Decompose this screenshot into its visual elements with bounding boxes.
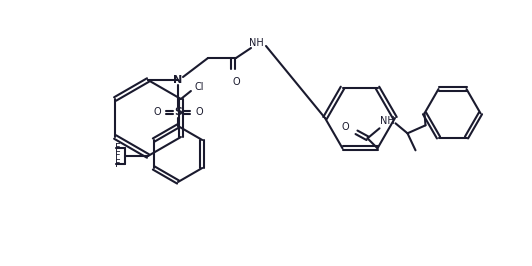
Text: NH: NH (380, 116, 395, 126)
Text: O: O (232, 77, 240, 87)
Text: F: F (115, 143, 121, 153)
Text: S: S (174, 107, 182, 117)
Text: O: O (195, 107, 203, 117)
Text: O: O (153, 107, 161, 117)
Text: F: F (115, 151, 121, 161)
Text: Cl: Cl (195, 82, 204, 92)
Text: O: O (342, 122, 350, 132)
Text: N: N (173, 75, 182, 85)
Text: F: F (115, 159, 121, 169)
Text: NH: NH (248, 38, 263, 48)
